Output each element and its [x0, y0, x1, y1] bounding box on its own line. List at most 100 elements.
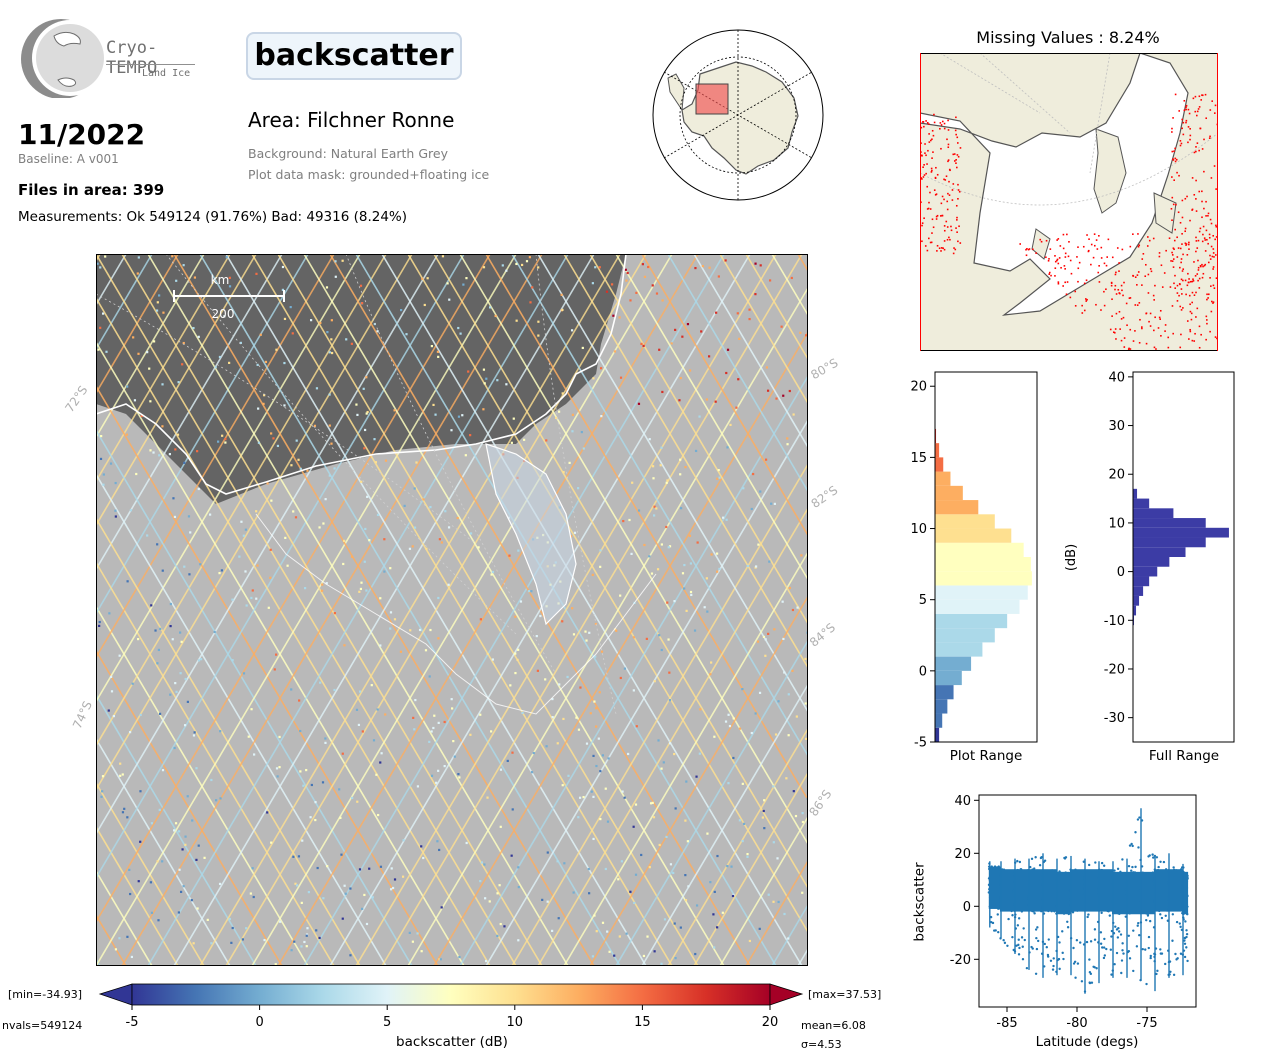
measurement-point — [685, 609, 688, 612]
measurement-point — [126, 816, 129, 819]
measurement-point — [219, 730, 222, 733]
missing-value-point — [1197, 259, 1199, 262]
missing-value-point — [921, 178, 923, 180]
satellite-tracks — [96, 254, 808, 966]
measurement-point — [443, 720, 446, 724]
measurement-point — [411, 940, 414, 943]
measurement-point — [801, 820, 805, 824]
missing-value-point — [1103, 290, 1105, 293]
histogram-bar — [1133, 527, 1229, 538]
scatter-point — [1134, 831, 1137, 834]
missing-value-point — [1147, 236, 1149, 238]
measurement-point — [746, 855, 749, 858]
measurement-point — [754, 262, 757, 265]
missing-value-point — [1171, 131, 1173, 133]
scatter-point — [1102, 864, 1106, 867]
measurement-point — [192, 326, 195, 330]
measurement-point — [240, 520, 243, 523]
measurement-point — [393, 878, 397, 881]
measurement-point — [376, 330, 379, 333]
measurement-point — [295, 439, 298, 442]
missing-value-point — [1026, 247, 1028, 250]
measurement-point — [589, 712, 592, 715]
missing-value-point — [1196, 114, 1198, 117]
measurement-point — [121, 811, 125, 814]
measurement-point — [98, 624, 101, 627]
missing-value-point — [943, 240, 946, 242]
measurement-point — [245, 927, 248, 930]
missing-value-point — [1159, 309, 1162, 312]
measurement-point — [488, 900, 491, 903]
measurement-point — [555, 416, 558, 420]
scatter-point — [1179, 952, 1183, 955]
scatter-point — [1160, 916, 1164, 920]
missing-value-point — [1207, 242, 1209, 245]
measurement-point — [345, 338, 348, 341]
missing-value-point — [1192, 280, 1195, 282]
measurement-point — [399, 650, 403, 653]
measurement-point — [651, 801, 654, 804]
lat-label-82: 82°S — [808, 482, 841, 512]
measurement-point — [726, 348, 730, 351]
scatter-point — [1015, 944, 1018, 947]
missing-value-point — [955, 227, 957, 229]
measurement-point — [150, 604, 153, 607]
missing-value-point — [1148, 239, 1151, 242]
measurement-point — [786, 437, 789, 440]
measurement-point — [228, 285, 232, 288]
scatter-dense-band — [1000, 869, 1015, 912]
measurement-point — [484, 959, 488, 963]
missing-value-point — [952, 252, 955, 255]
measurement-point — [688, 369, 692, 372]
measurement-point — [788, 389, 791, 393]
measurement-point — [435, 781, 438, 784]
missing-value-point — [1062, 233, 1065, 236]
measurement-point — [772, 841, 775, 844]
track-line — [355, 254, 777, 966]
measurement-point — [694, 266, 697, 270]
measurement-point — [172, 497, 175, 500]
measurement-point — [409, 629, 412, 632]
measurement-point — [155, 309, 159, 312]
scatter-point — [1072, 962, 1076, 965]
measurement-point — [791, 669, 794, 672]
missing-value-point — [957, 197, 959, 200]
scatter-point — [1036, 926, 1039, 929]
measurement-point — [762, 809, 765, 813]
measurement-point — [486, 652, 489, 656]
scatter-point — [1095, 967, 1098, 970]
missing-value-point — [950, 225, 952, 228]
missing-value-point — [1110, 282, 1113, 284]
measurement-point — [341, 752, 344, 755]
measurement-point — [448, 298, 451, 301]
missing-value-point — [1189, 134, 1192, 137]
missing-value-point — [1128, 297, 1131, 299]
missing-value-point — [1174, 160, 1177, 163]
scatter-point — [1052, 964, 1055, 968]
measurement-point — [618, 935, 621, 938]
measurement-point — [731, 894, 735, 898]
missing-value-point — [1132, 233, 1134, 235]
measurement-point — [707, 355, 711, 358]
track-line — [96, 254, 491, 924]
measurement-point — [516, 658, 519, 661]
scatter-point — [1121, 949, 1124, 952]
missing-value-point — [954, 248, 957, 251]
measurement-point — [625, 932, 628, 935]
missing-value-point — [1054, 267, 1057, 270]
measurement-point — [530, 771, 534, 774]
measurement-point — [197, 487, 200, 491]
measurement-point — [640, 853, 643, 857]
measurement-point — [689, 590, 693, 594]
scatter-point — [1156, 969, 1159, 973]
mean-label: mean=6.08 — [801, 1019, 866, 1032]
missing-value-point — [1100, 246, 1103, 249]
measurement-point — [283, 404, 286, 407]
missing-value-point — [1212, 302, 1214, 304]
measurement-point — [319, 321, 322, 325]
missing-value-point — [1171, 150, 1174, 153]
measurement-point — [764, 638, 767, 641]
measurement-point — [321, 583, 324, 586]
measurement-point — [792, 790, 795, 793]
measurement-point — [496, 892, 499, 895]
